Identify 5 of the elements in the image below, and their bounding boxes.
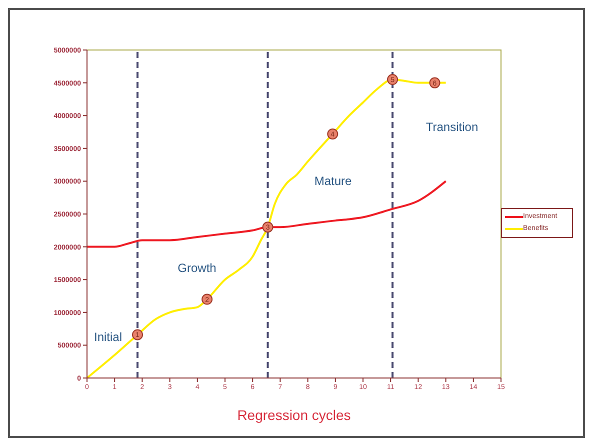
annotation: Growth — [178, 261, 216, 275]
x-axis-title: Regression cycles — [237, 407, 351, 423]
annotation: Transition — [426, 120, 478, 134]
annotation: Mature — [314, 174, 352, 188]
annotation: Initial — [94, 330, 122, 344]
